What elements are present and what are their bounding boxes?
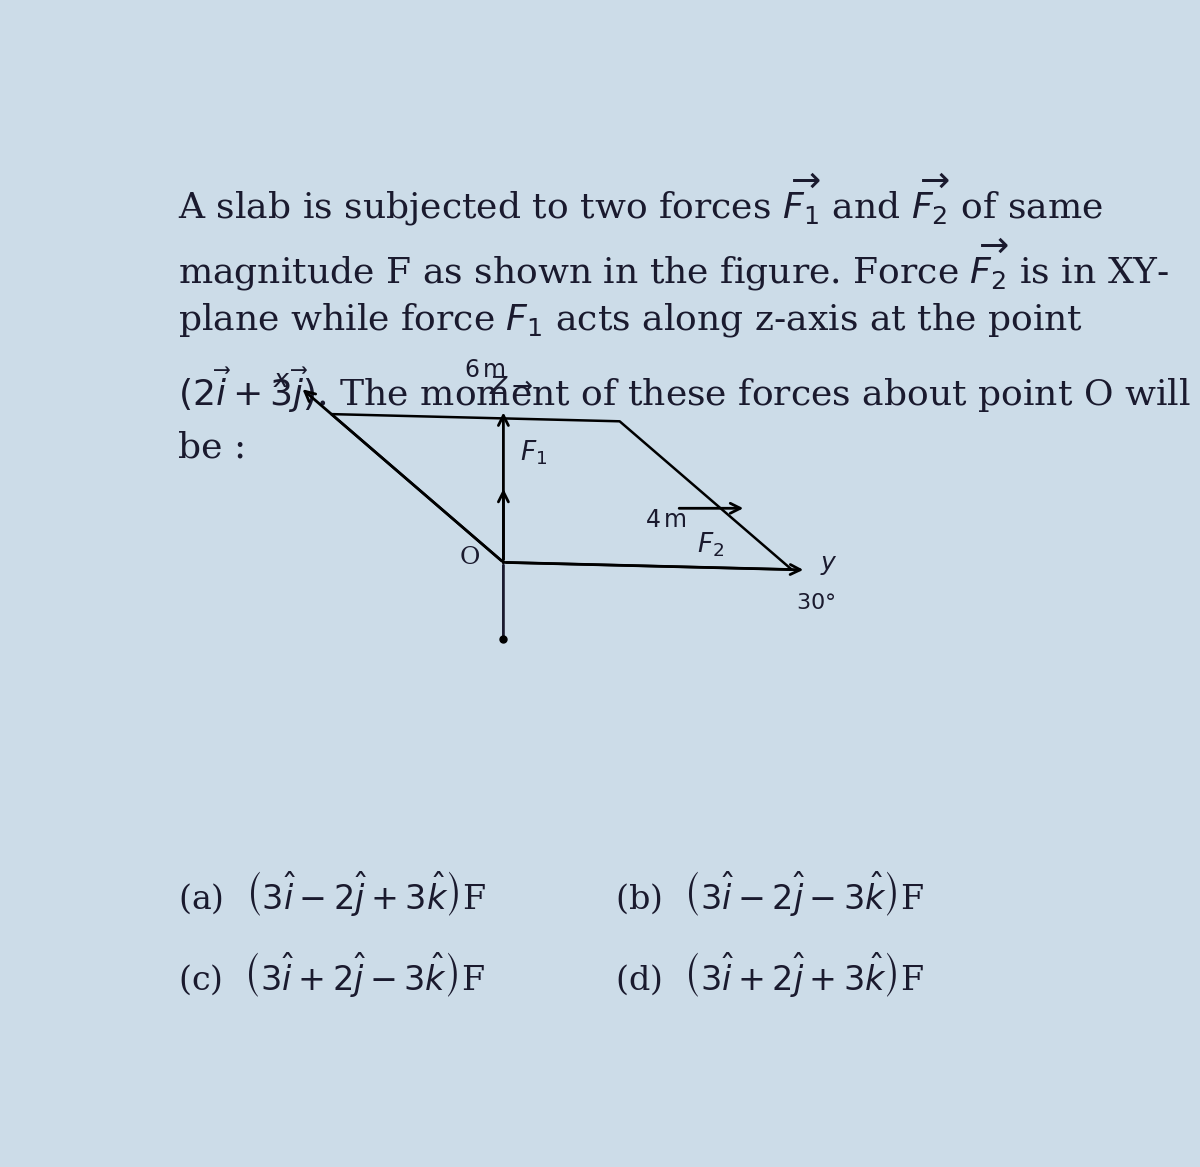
Text: magnitude F as shown in the figure. Force $\overrightarrow{F_2}$ is in XY-: magnitude F as shown in the figure. Forc… (178, 236, 1169, 293)
Text: $F_1$: $F_1$ (520, 438, 547, 467)
Text: $6\,\mathrm{m}$: $6\,\mathrm{m}$ (464, 358, 505, 382)
Text: $30°$: $30°$ (797, 592, 835, 614)
Text: plane while force $F_1$ acts along z-axis at the point: plane while force $F_1$ acts along z-axi… (178, 301, 1082, 338)
Text: O: O (460, 546, 480, 569)
Text: be :: be : (178, 431, 246, 464)
Text: $(2\vec{i}+3\vec{j})$. The moment of these forces about point O will: $(2\vec{i}+3\vec{j})$. The moment of the… (178, 365, 1190, 415)
Text: $x$: $x$ (274, 370, 292, 392)
Text: (a)  $\left(3\hat{i}-2\hat{j}+3\hat{k}\right)$F: (a) $\left(3\hat{i}-2\hat{j}+3\hat{k}\ri… (178, 871, 486, 920)
Text: A slab is subjected to two forces $\overrightarrow{F_1}$ and $\overrightarrow{F_: A slab is subjected to two forces $\over… (178, 172, 1103, 229)
Text: (c)  $\left(3\hat{i}+2\hat{j}-3\hat{k}\right)$F: (c) $\left(3\hat{i}+2\hat{j}-3\hat{k}\ri… (178, 951, 485, 1000)
Text: (b)  $\left(3\hat{i}-2\hat{j}-3\hat{k}\right)$F: (b) $\left(3\hat{i}-2\hat{j}-3\hat{k}\ri… (616, 871, 924, 920)
Text: (d)  $\left(3\hat{i}+2\hat{j}+3\hat{k}\right)$F: (d) $\left(3\hat{i}+2\hat{j}+3\hat{k}\ri… (616, 951, 924, 1000)
Text: $Z\rightarrow$: $Z\rightarrow$ (490, 376, 534, 399)
Text: $F_2$: $F_2$ (697, 531, 725, 559)
Text: $y$: $y$ (820, 554, 838, 576)
Text: $4\,\mathrm{m}$: $4\,\mathrm{m}$ (646, 509, 688, 532)
